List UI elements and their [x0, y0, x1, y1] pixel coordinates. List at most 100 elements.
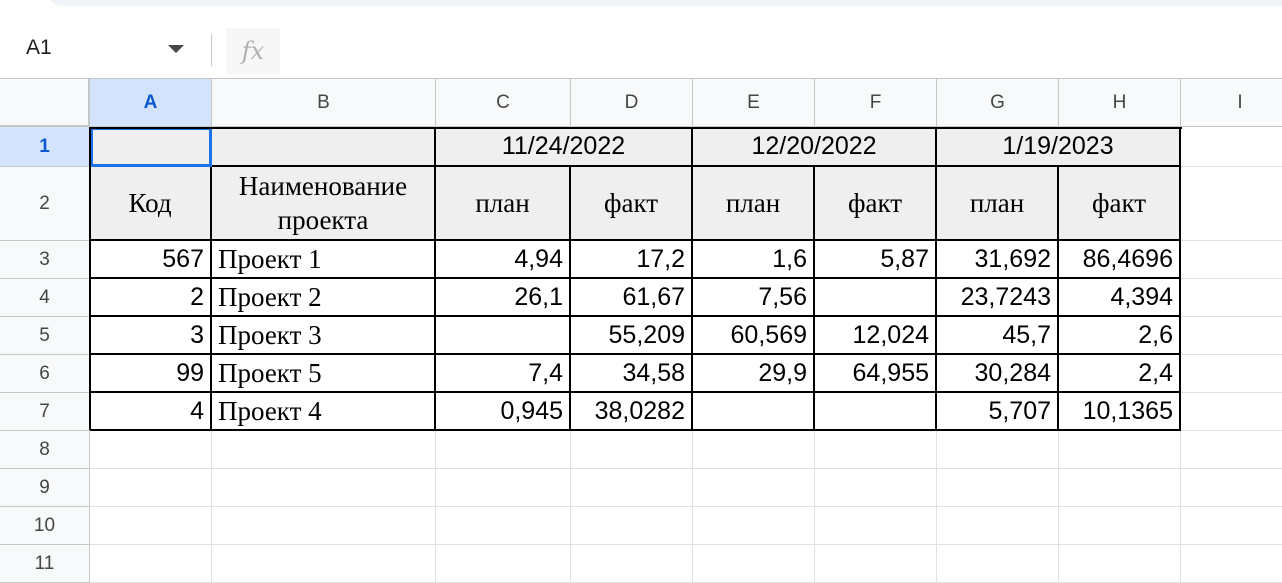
- cell[interactable]: [815, 507, 937, 545]
- cell[interactable]: [1059, 469, 1181, 507]
- cell[interactable]: [1181, 469, 1282, 507]
- column-header-b[interactable]: B: [212, 79, 436, 127]
- cell[interactable]: [571, 431, 693, 469]
- cell[interactable]: [571, 507, 693, 545]
- cell[interactable]: [1181, 355, 1282, 393]
- cell[interactable]: [436, 545, 571, 583]
- table-cell-e[interactable]: [693, 393, 815, 431]
- cell-b1[interactable]: [212, 127, 436, 167]
- cell[interactable]: [937, 431, 1059, 469]
- cell[interactable]: [436, 507, 571, 545]
- column-header-f[interactable]: F: [815, 79, 937, 127]
- table-cell-e[interactable]: 1,6: [693, 241, 815, 279]
- row-header-11[interactable]: 11: [0, 545, 90, 583]
- table-cell-name[interactable]: Проект 4: [212, 393, 436, 431]
- select-all-corner[interactable]: [0, 79, 91, 128]
- table-cell-c[interactable]: 0,945: [436, 393, 571, 431]
- header-fact-1[interactable]: факт: [571, 167, 693, 241]
- table-cell-g[interactable]: 5,707: [937, 393, 1059, 431]
- name-box[interactable]: A1: [0, 22, 208, 78]
- date-header-2[interactable]: 12/20/2022: [693, 127, 937, 167]
- cell[interactable]: [937, 545, 1059, 583]
- table-cell-c[interactable]: 4,94: [436, 241, 571, 279]
- date-header-1[interactable]: 11/24/2022: [436, 127, 693, 167]
- header-plan-2[interactable]: план: [693, 167, 815, 241]
- table-cell-h[interactable]: 2,4: [1059, 355, 1181, 393]
- cell[interactable]: [90, 507, 212, 545]
- name-box-value[interactable]: A1: [26, 36, 52, 59]
- cell[interactable]: [1181, 317, 1282, 355]
- table-cell-d[interactable]: 61,67: [571, 279, 693, 317]
- cell[interactable]: [1181, 167, 1282, 241]
- cell[interactable]: [436, 469, 571, 507]
- table-cell-e[interactable]: 60,569: [693, 317, 815, 355]
- table-cell-code[interactable]: 2: [90, 279, 212, 317]
- row-header-9[interactable]: 9: [0, 469, 90, 507]
- column-header-e[interactable]: E: [693, 79, 815, 127]
- table-cell-code[interactable]: 3: [90, 317, 212, 355]
- cell[interactable]: [1181, 393, 1282, 431]
- table-cell-f[interactable]: [815, 393, 937, 431]
- table-cell-name[interactable]: Проект 2: [212, 279, 436, 317]
- row-header-5[interactable]: 5: [0, 317, 90, 355]
- cell[interactable]: [693, 469, 815, 507]
- table-cell-f[interactable]: 12,024: [815, 317, 937, 355]
- row-header-4[interactable]: 4: [0, 279, 90, 317]
- table-cell-f[interactable]: 64,955: [815, 355, 937, 393]
- cell[interactable]: [212, 431, 436, 469]
- header-fact-2[interactable]: факт: [815, 167, 937, 241]
- cell[interactable]: [815, 431, 937, 469]
- table-cell-c[interactable]: 7,4: [436, 355, 571, 393]
- table-cell-f[interactable]: [815, 279, 937, 317]
- table-cell-h[interactable]: 2,6: [1059, 317, 1181, 355]
- column-header-i[interactable]: I: [1181, 79, 1282, 127]
- cell[interactable]: [815, 545, 937, 583]
- table-cell-name[interactable]: Проект 3: [212, 317, 436, 355]
- header-name[interactable]: Наименование проекта: [212, 167, 436, 241]
- row-header-3[interactable]: 3: [0, 241, 90, 279]
- row-header-8[interactable]: 8: [0, 431, 90, 469]
- column-header-d[interactable]: D: [571, 79, 693, 127]
- table-cell-h[interactable]: 4,394: [1059, 279, 1181, 317]
- cell[interactable]: [1181, 279, 1282, 317]
- cell[interactable]: [571, 469, 693, 507]
- header-code[interactable]: Код: [90, 167, 212, 241]
- table-cell-name[interactable]: Проект 1: [212, 241, 436, 279]
- cell[interactable]: [1181, 127, 1282, 167]
- header-fact-3[interactable]: факт: [1059, 167, 1181, 241]
- table-cell-e[interactable]: 29,9: [693, 355, 815, 393]
- table-cell-g[interactable]: 30,284: [937, 355, 1059, 393]
- cell[interactable]: [90, 545, 212, 583]
- cell[interactable]: [937, 507, 1059, 545]
- cell[interactable]: [1181, 241, 1282, 279]
- cell[interactable]: [1059, 431, 1181, 469]
- row-header-10[interactable]: 10: [0, 507, 90, 545]
- table-cell-h[interactable]: 86,4696: [1059, 241, 1181, 279]
- header-plan-1[interactable]: план: [436, 167, 571, 241]
- table-cell-d[interactable]: 17,2: [571, 241, 693, 279]
- row-header-1[interactable]: 1: [0, 127, 90, 167]
- cell[interactable]: [1059, 545, 1181, 583]
- table-cell-code[interactable]: 99: [90, 355, 212, 393]
- cell[interactable]: [571, 545, 693, 583]
- table-cell-h[interactable]: 10,1365: [1059, 393, 1181, 431]
- header-plan-3[interactable]: план: [937, 167, 1059, 241]
- cell[interactable]: [693, 507, 815, 545]
- cell[interactable]: [693, 545, 815, 583]
- table-cell-g[interactable]: 45,7: [937, 317, 1059, 355]
- row-header-2[interactable]: 2: [0, 167, 90, 241]
- table-cell-e[interactable]: 7,56: [693, 279, 815, 317]
- cell[interactable]: [212, 507, 436, 545]
- table-cell-d[interactable]: 38,0282: [571, 393, 693, 431]
- column-header-g[interactable]: G: [937, 79, 1059, 127]
- table-cell-d[interactable]: 34,58: [571, 355, 693, 393]
- cell[interactable]: [693, 431, 815, 469]
- table-cell-name[interactable]: Проект 5: [212, 355, 436, 393]
- cell[interactable]: [212, 545, 436, 583]
- dropdown-arrow-icon[interactable]: [168, 45, 184, 53]
- cell[interactable]: [436, 431, 571, 469]
- cell[interactable]: [90, 431, 212, 469]
- table-cell-d[interactable]: 55,209: [571, 317, 693, 355]
- cell[interactable]: [815, 469, 937, 507]
- table-cell-code[interactable]: 4: [90, 393, 212, 431]
